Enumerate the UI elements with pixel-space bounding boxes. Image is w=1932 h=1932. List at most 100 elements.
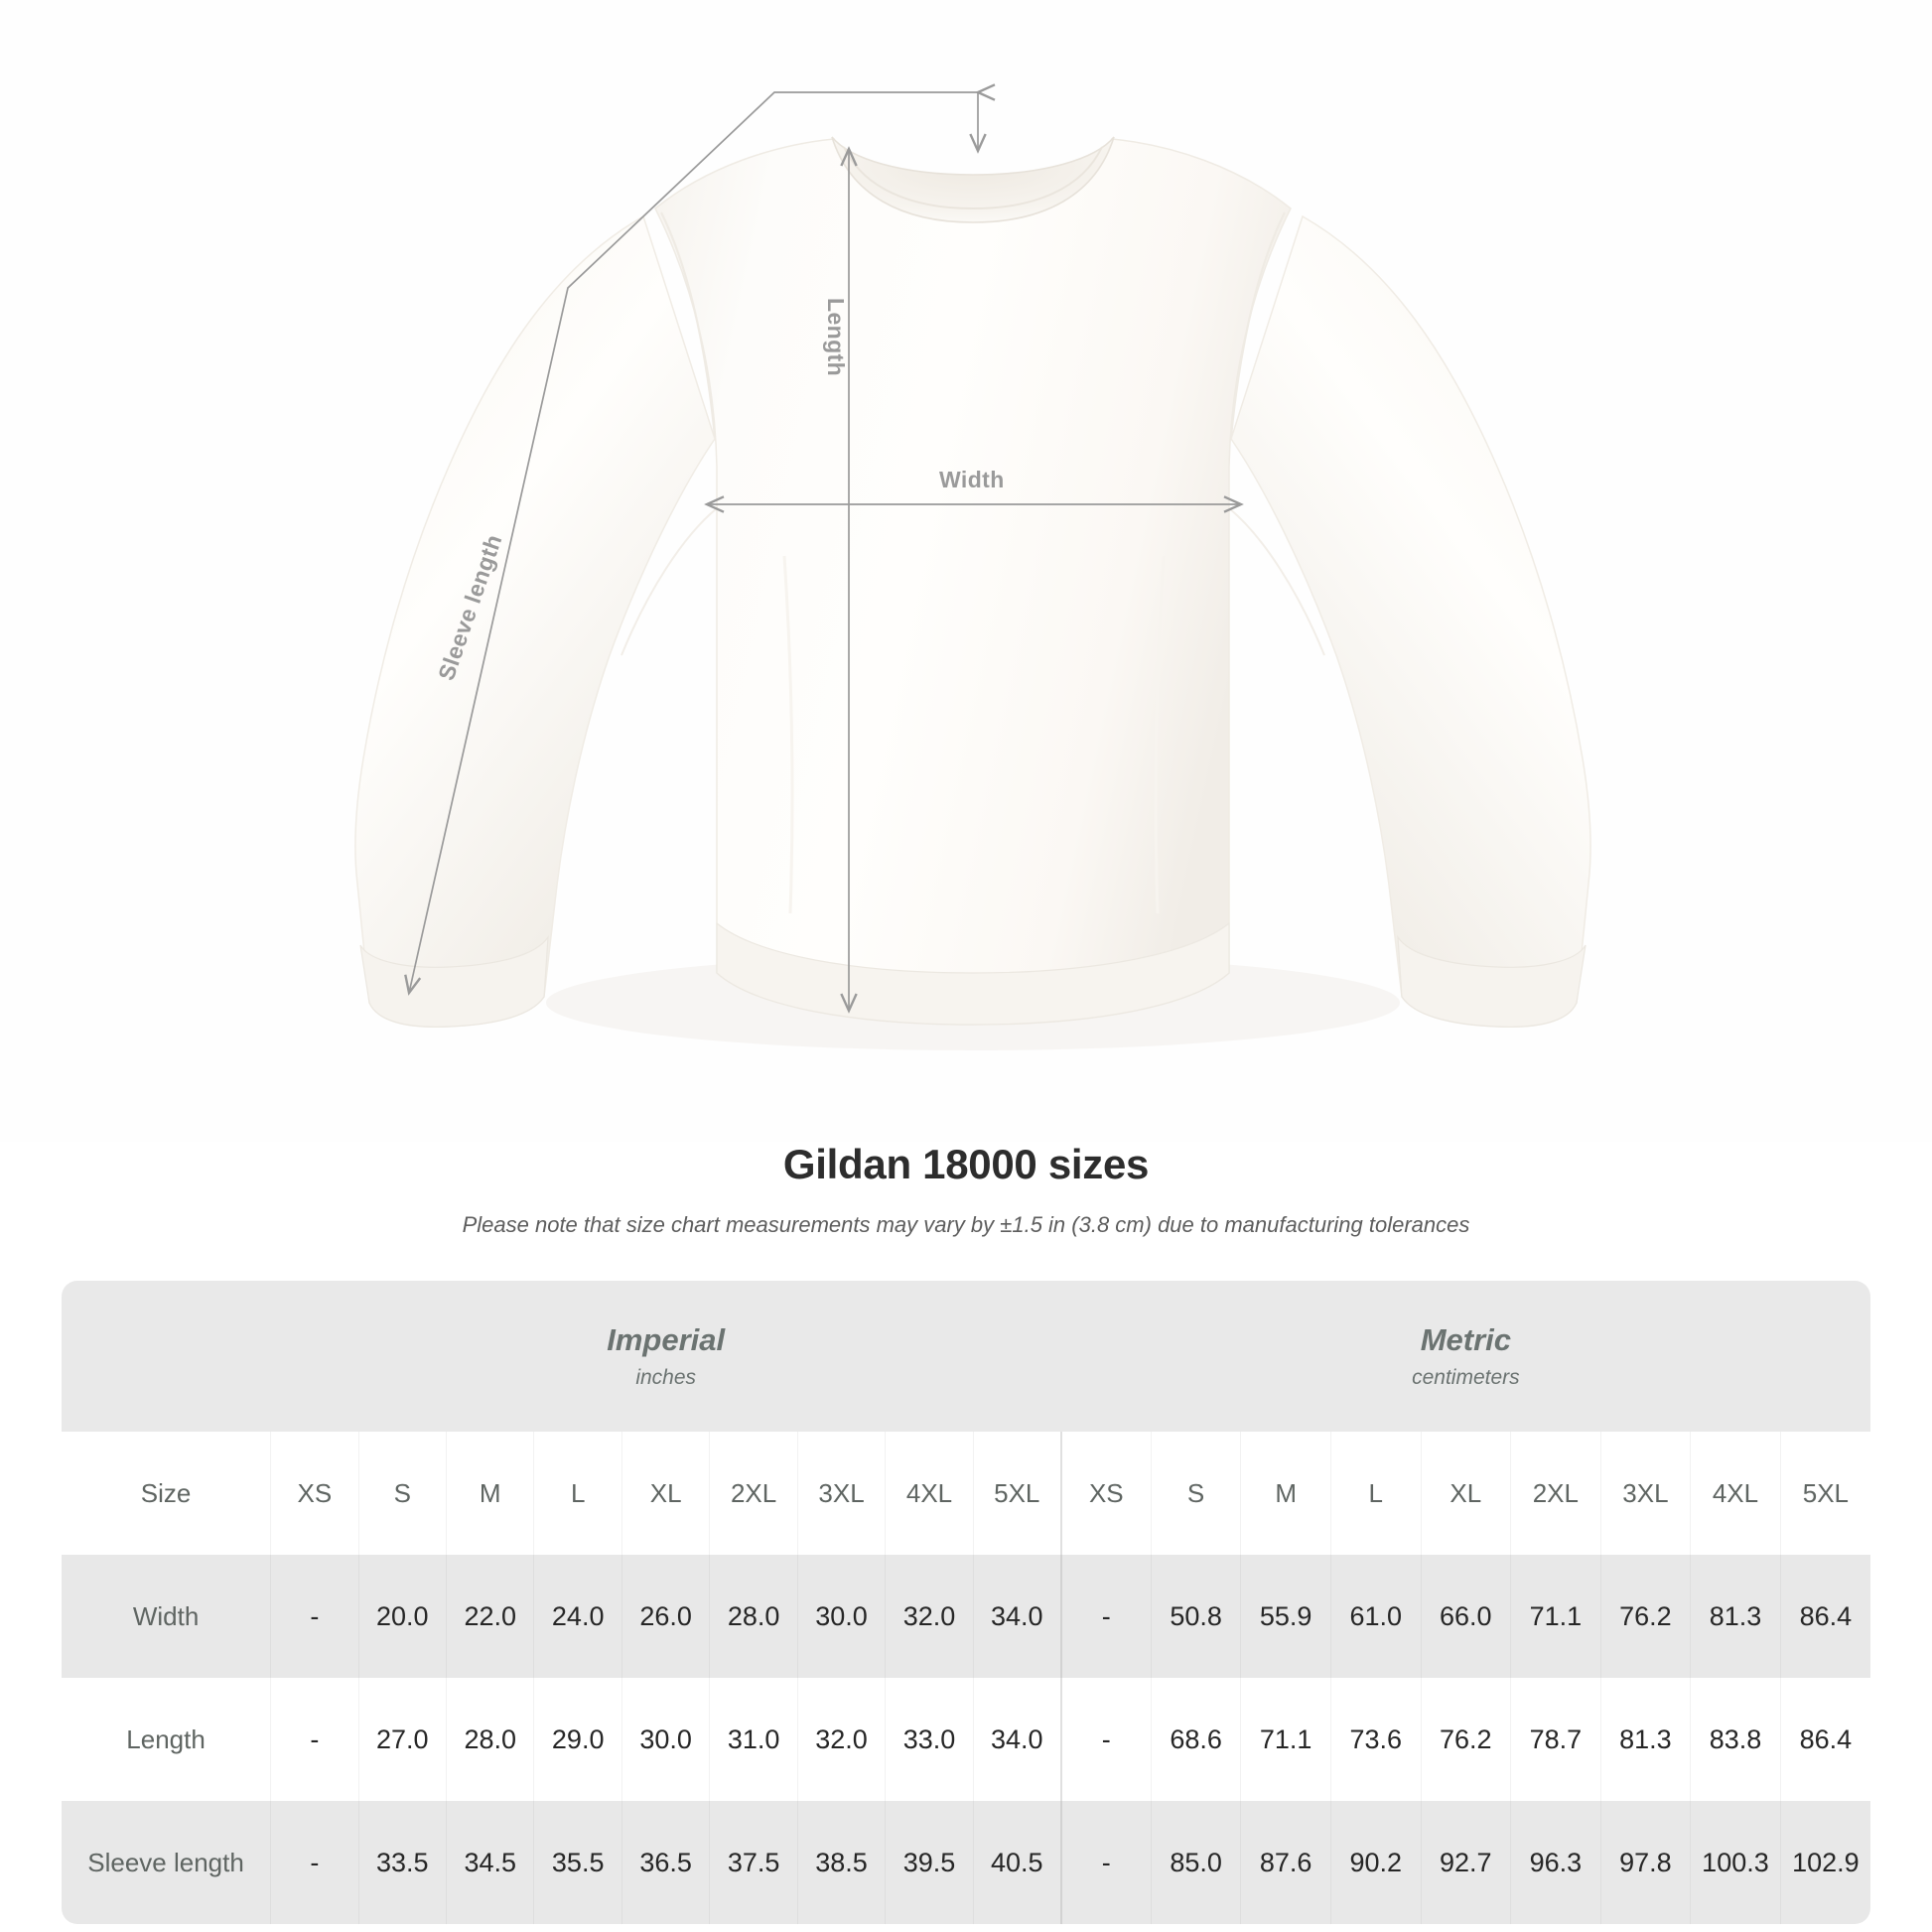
cell-sleeve-imperial-5xl: 40.5 [972, 1801, 1061, 1924]
cell-length-metric-xs: - [1059, 1678, 1152, 1801]
cell-length-metric-4xl: 83.8 [1690, 1678, 1781, 1801]
size-header-imperial-3xl: 3XL [796, 1432, 886, 1555]
size-header-metric-2xl: 2XL [1510, 1432, 1601, 1555]
cell-width-metric-2xl: 71.1 [1510, 1555, 1601, 1678]
length-label: Length [823, 298, 849, 377]
size-header-metric-xl: XL [1420, 1432, 1511, 1555]
cell-length-imperial-l: 29.0 [533, 1678, 622, 1801]
cell-sleeve-imperial-xl: 36.5 [621, 1801, 710, 1924]
size-header-metric-m: M [1240, 1432, 1331, 1555]
size-header-metric-4xl: 4XL [1690, 1432, 1781, 1555]
row-label-width: Width [132, 1600, 200, 1631]
table-row: Length - 27.0 28.0 29.0 30.0 31.0 32.0 3… [62, 1678, 1870, 1801]
cell-sleeve-imperial-xs: - [270, 1801, 359, 1924]
cell-sleeve-metric-xs: - [1059, 1801, 1152, 1924]
cell-sleeve-metric-xl: 92.7 [1420, 1801, 1511, 1924]
cell-width-metric-xs: - [1059, 1555, 1152, 1678]
cell-width-imperial-2xl: 28.0 [709, 1555, 798, 1678]
cell-sleeve-imperial-2xl: 37.5 [709, 1801, 798, 1924]
cell-width-metric-5xl: 86.4 [1779, 1555, 1870, 1678]
size-header-imperial-s: S [357, 1432, 447, 1555]
garment-illustration: Length Width Sleeve length [354, 83, 1591, 1050]
cell-width-metric-xl: 66.0 [1420, 1555, 1511, 1678]
size-header-row: Size XS S M L XL 2XL 3XL 4XL 5XL XS S M … [62, 1432, 1870, 1555]
width-label: Width [939, 467, 1005, 492]
garment-svg [354, 83, 1591, 1050]
cell-sleeve-imperial-s: 33.5 [357, 1801, 447, 1924]
table-row: Width - 20.0 22.0 24.0 26.0 28.0 30.0 32… [62, 1555, 1870, 1678]
right-shoulder-seam [1229, 211, 1286, 438]
cell-sleeve-metric-4xl: 100.3 [1690, 1801, 1781, 1924]
cell-sleeve-imperial-4xl: 39.5 [885, 1801, 974, 1924]
cell-width-metric-m: 55.9 [1240, 1555, 1331, 1678]
cell-width-imperial-m: 22.0 [446, 1555, 534, 1678]
cell-length-metric-3xl: 81.3 [1599, 1678, 1691, 1801]
size-header-imperial-l: L [533, 1432, 622, 1555]
cell-width-metric-3xl: 76.2 [1599, 1555, 1691, 1678]
unit-banner-spacer [62, 1281, 271, 1432]
size-header-metric-xs: XS [1059, 1432, 1152, 1555]
cell-width-metric-s: 50.8 [1150, 1555, 1241, 1678]
cell-width-imperial-s: 20.0 [357, 1555, 447, 1678]
unit-banner-row: Imperial inches Metric centimeters [62, 1281, 1870, 1432]
cell-width-imperial-xl: 26.0 [621, 1555, 710, 1678]
cell-length-metric-m: 71.1 [1240, 1678, 1331, 1801]
size-header-imperial-xs: XS [270, 1432, 359, 1555]
cell-sleeve-metric-5xl: 102.9 [1779, 1801, 1870, 1924]
right-cuff [1397, 934, 1587, 1028]
cell-sleeve-imperial-l: 35.5 [533, 1801, 622, 1924]
cell-length-imperial-m: 28.0 [446, 1678, 534, 1801]
cell-length-imperial-3xl: 32.0 [796, 1678, 886, 1801]
right-sleeve [1230, 214, 1591, 1029]
fold-line-2 [1154, 555, 1166, 914]
size-chart-table: Imperial inches Metric centimeters Size … [62, 1281, 1870, 1924]
unit-name-imperial: Imperial [607, 1322, 726, 1358]
size-header-imperial-2xl: 2XL [709, 1432, 798, 1555]
cell-length-imperial-5xl: 34.0 [972, 1678, 1061, 1801]
cell-width-metric-l: 61.0 [1329, 1555, 1421, 1678]
size-table-container: Imperial inches Metric centimeters Size … [62, 1281, 1870, 1924]
cell-width-imperial-l: 24.0 [533, 1555, 622, 1678]
table-corner-label: Size [140, 1477, 192, 1508]
size-header-metric-5xl: 5XL [1779, 1432, 1870, 1555]
row-label-length: Length [126, 1724, 206, 1754]
cell-width-imperial-xs: - [270, 1555, 359, 1678]
cell-length-imperial-4xl: 33.0 [885, 1678, 974, 1801]
size-header-metric-3xl: 3XL [1599, 1432, 1691, 1555]
page-title: Gildan 18000 sizes [782, 1141, 1150, 1187]
left-sleeve [354, 214, 716, 1029]
cell-sleeve-imperial-m: 34.5 [446, 1801, 534, 1924]
cell-width-metric-4xl: 81.3 [1690, 1555, 1781, 1678]
cell-width-imperial-3xl: 30.0 [796, 1555, 886, 1678]
row-label-sleeve-length: Sleeve length [87, 1847, 244, 1877]
cell-length-metric-s: 68.6 [1150, 1678, 1241, 1801]
cell-sleeve-imperial-3xl: 38.5 [796, 1801, 886, 1924]
unit-sub-metric: centimeters [1412, 1365, 1520, 1389]
cell-length-metric-5xl: 86.4 [1779, 1678, 1870, 1801]
unit-group-metric: Metric centimeters [1061, 1281, 1870, 1432]
cell-length-imperial-2xl: 31.0 [709, 1678, 798, 1801]
cell-sleeve-metric-s: 85.0 [1150, 1801, 1241, 1924]
size-header-imperial-m: M [446, 1432, 534, 1555]
unit-name-metric: Metric [1420, 1322, 1512, 1358]
cell-length-imperial-s: 27.0 [357, 1678, 447, 1801]
cell-length-metric-l: 73.6 [1329, 1678, 1421, 1801]
cell-sleeve-metric-3xl: 97.8 [1599, 1801, 1691, 1924]
cell-sleeve-metric-l: 90.2 [1329, 1801, 1421, 1924]
cell-width-imperial-4xl: 32.0 [885, 1555, 974, 1678]
cell-length-imperial-xs: - [270, 1678, 359, 1801]
underarm-right [1228, 507, 1325, 656]
garment-body [654, 138, 1292, 1026]
cell-length-metric-2xl: 78.7 [1510, 1678, 1601, 1801]
cell-length-imperial-xl: 30.0 [621, 1678, 710, 1801]
cell-length-metric-xl: 76.2 [1420, 1678, 1511, 1801]
table-row: Sleeve length - 33.5 34.5 35.5 36.5 37.5… [62, 1801, 1870, 1924]
size-header-imperial-4xl: 4XL [885, 1432, 974, 1555]
cell-width-imperial-5xl: 34.0 [972, 1555, 1061, 1678]
cell-sleeve-metric-m: 87.6 [1240, 1801, 1331, 1924]
size-header-metric-s: S [1150, 1432, 1241, 1555]
unit-sub-imperial: inches [635, 1365, 697, 1389]
size-header-imperial-5xl: 5XL [972, 1432, 1061, 1555]
sleeve-length-measure-line [404, 83, 996, 996]
